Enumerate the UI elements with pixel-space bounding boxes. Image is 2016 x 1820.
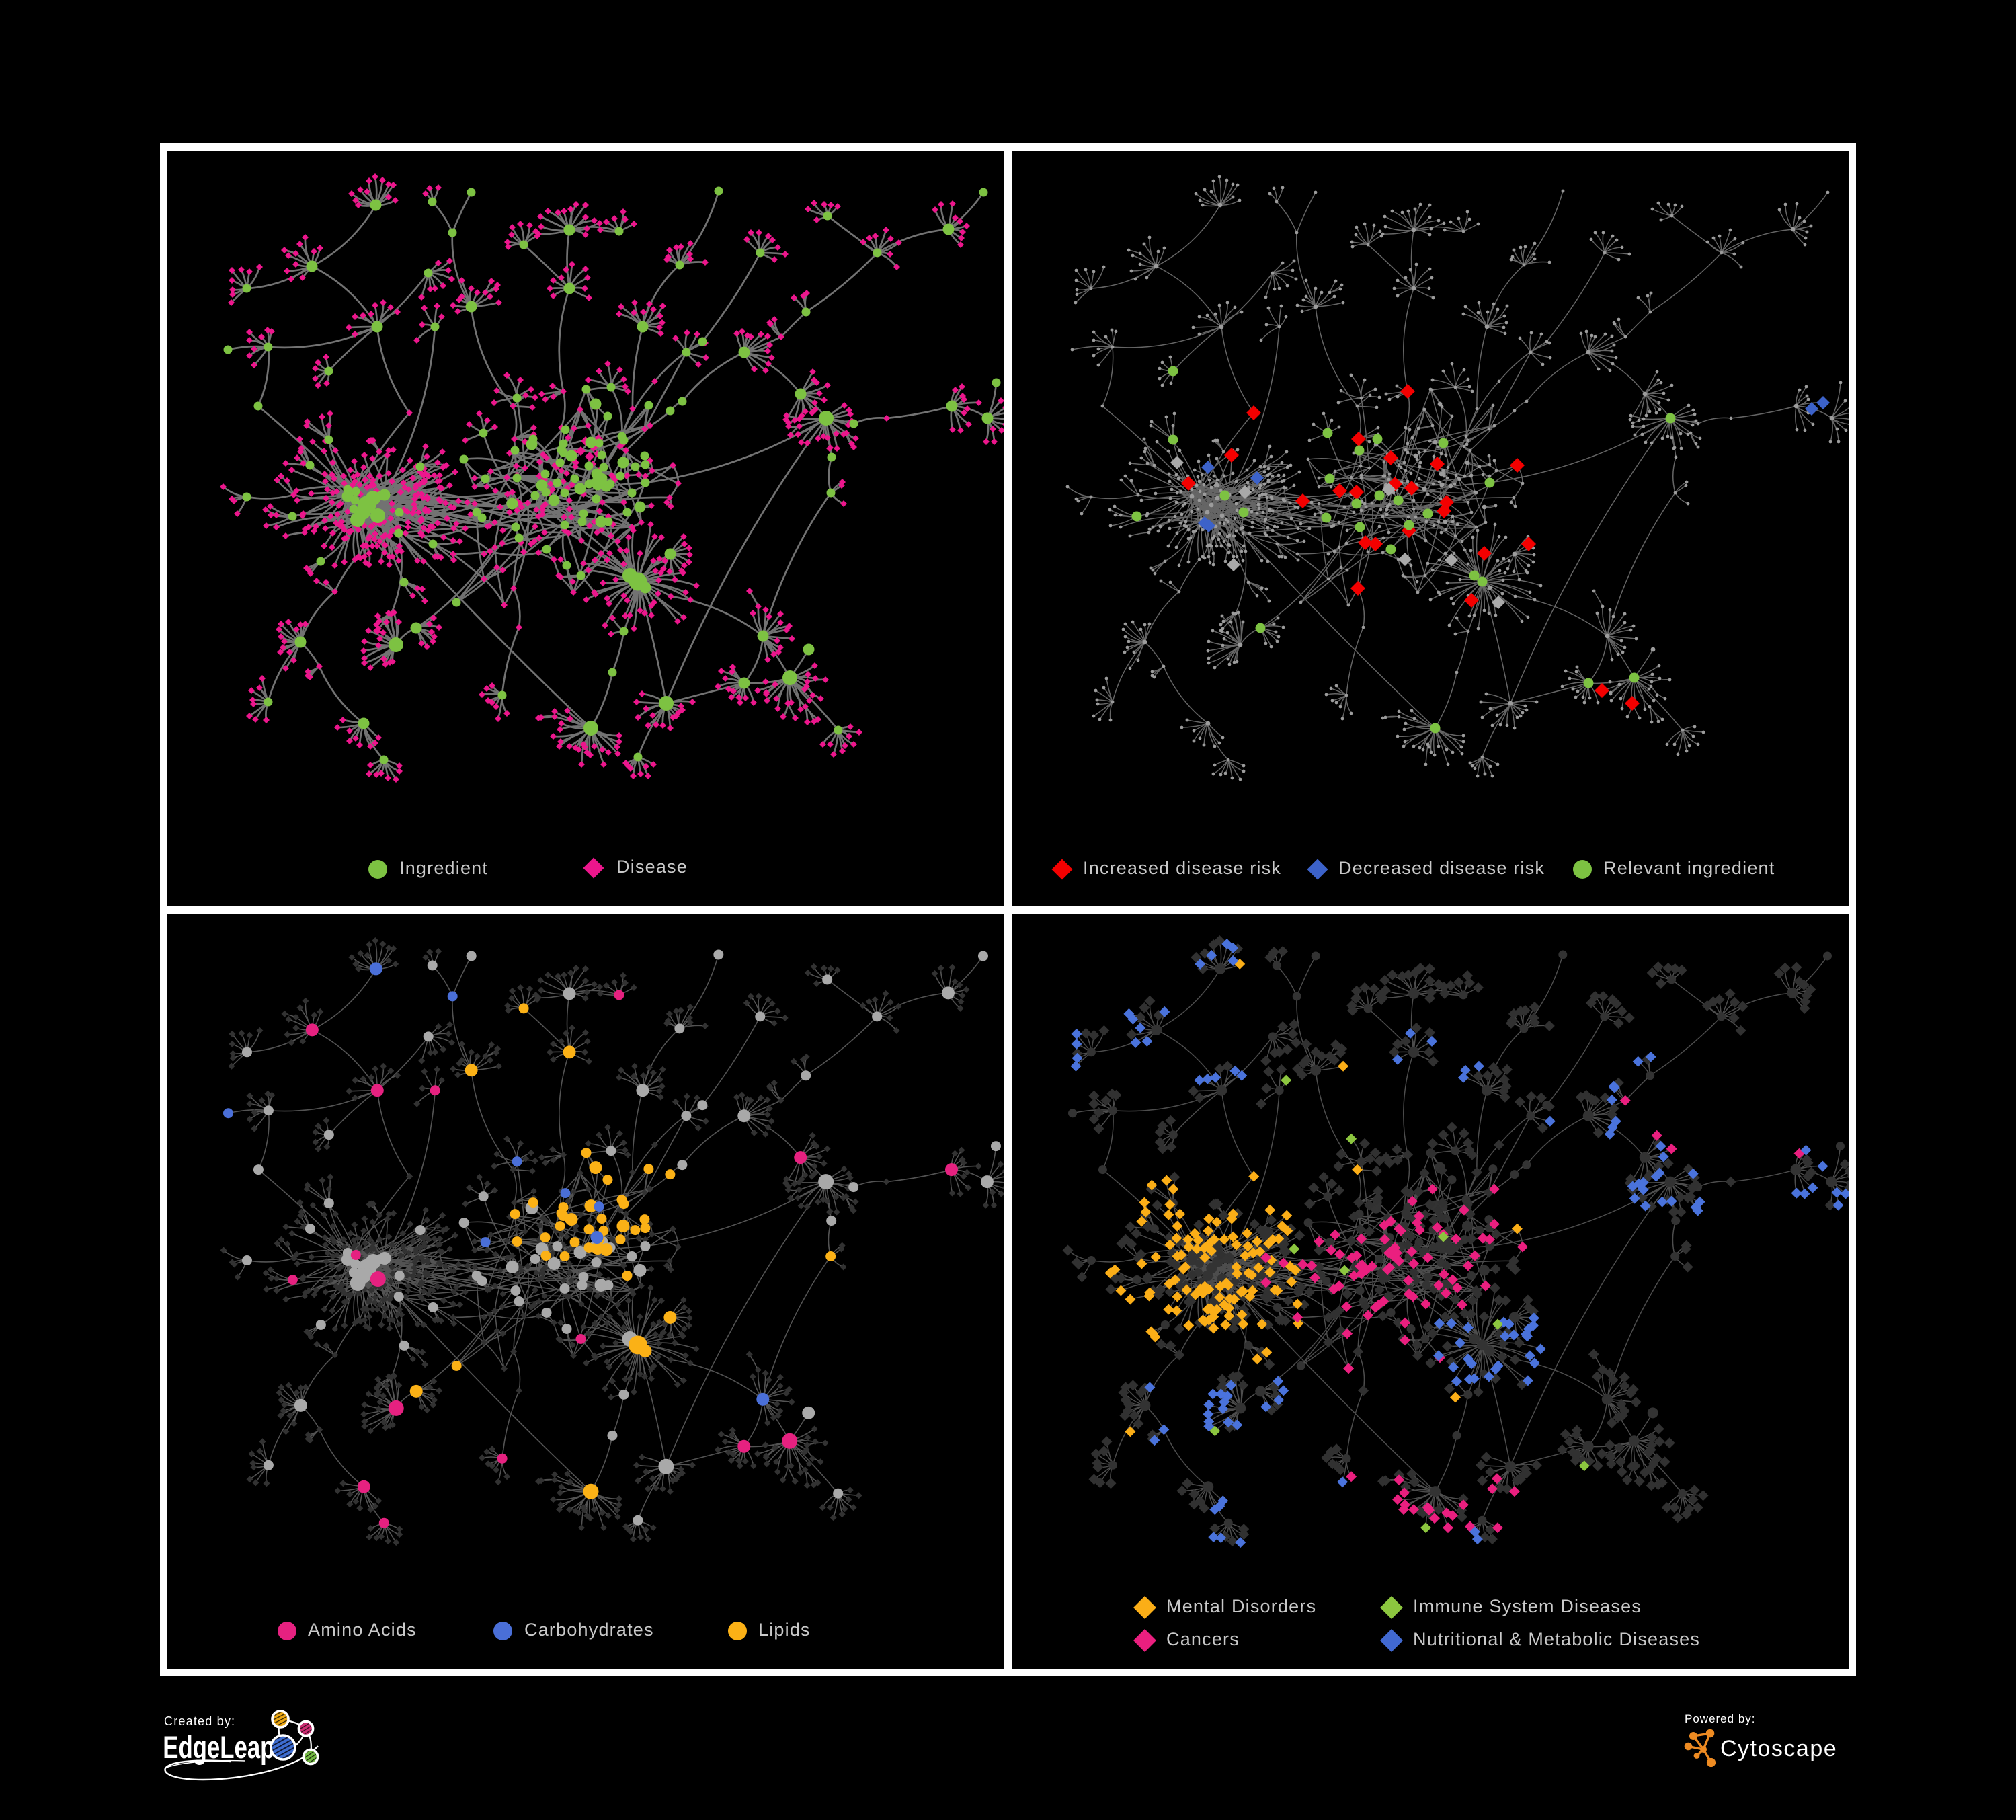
svg-text:Cytoscape: Cytoscape — [1720, 1736, 1837, 1762]
svg-text:Powered by:: Powered by: — [1685, 1712, 1756, 1725]
svg-text:EdgeLeap: EdgeLeap — [163, 1730, 274, 1765]
svg-text:Created by:: Created by: — [164, 1714, 235, 1728]
